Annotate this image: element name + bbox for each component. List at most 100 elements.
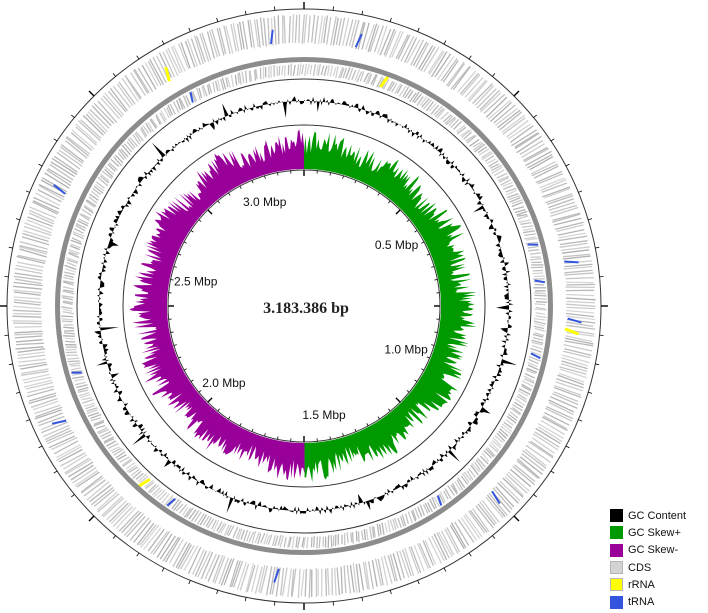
cds-feature [149, 118, 157, 129]
cds-feature [349, 565, 355, 593]
outer-tick [492, 535, 496, 539]
cds-feature [86, 199, 97, 207]
cds-feature [489, 101, 512, 122]
cds-feature [178, 504, 188, 514]
cds-feature [85, 200, 95, 208]
cds-feature [164, 494, 174, 506]
cds-feature [443, 490, 449, 500]
rrna-feature [564, 327, 580, 336]
cds-feature [214, 556, 226, 584]
cds-feature [564, 269, 593, 274]
cds-feature [534, 294, 547, 297]
cds-feature [313, 535, 315, 548]
cds-feature [521, 225, 534, 229]
cds-feature [476, 88, 497, 109]
cds-feature [194, 550, 208, 577]
cds-feature [61, 318, 74, 321]
cds-feature [223, 524, 230, 536]
cds-feature [225, 25, 234, 54]
cds-feature [398, 550, 410, 578]
cds-feature [534, 308, 547, 311]
cds-feature [169, 103, 176, 115]
cds-feature [481, 452, 490, 462]
cds-feature [220, 78, 225, 91]
cds-feature [145, 122, 152, 133]
trna-feature [273, 568, 280, 583]
cds-feature [82, 114, 104, 136]
cds-feature [464, 513, 483, 538]
cds-feature [530, 347, 542, 353]
cds-feature [139, 128, 147, 139]
cds-feature [180, 545, 195, 570]
cds-feature [493, 104, 516, 124]
cds-feature [410, 510, 417, 522]
cds-feature [488, 492, 508, 516]
cds-feature [226, 76, 231, 88]
cds-feature [167, 47, 181, 74]
legend-label: GC Content [628, 509, 687, 522]
cds-feature [188, 509, 197, 520]
outer-tick [8, 246, 13, 249]
inner-tick [426, 253, 430, 256]
cds-feature [23, 376, 52, 384]
cds-feature [306, 63, 310, 75]
cds-feature [413, 93, 423, 104]
inner-tick [173, 344, 177, 346]
cds-feature [534, 322, 545, 327]
cds-feature [436, 532, 450, 559]
cds-feature [490, 164, 503, 172]
cds-feature [401, 549, 412, 577]
cds-feature [14, 335, 43, 339]
cds-feature [144, 479, 154, 488]
cds-feature [64, 264, 77, 271]
trna-feature [567, 317, 582, 324]
cds-feature [564, 348, 592, 357]
cds-feature [22, 229, 51, 240]
cds-feature [412, 41, 428, 67]
cds-feature [317, 15, 324, 45]
outer-tick [53, 470, 58, 474]
cds-feature [376, 523, 380, 537]
cds-feature [468, 510, 486, 534]
cds-feature [517, 215, 529, 220]
cds-feature [474, 143, 486, 153]
cds-feature [223, 558, 235, 586]
cds-feature [232, 560, 244, 588]
cds-feature [13, 296, 41, 300]
cds-feature [562, 253, 591, 258]
cds-feature [166, 107, 172, 118]
cds-feature [381, 522, 385, 535]
cds-feature [463, 471, 472, 482]
cds-feature [83, 402, 95, 408]
cds-feature [28, 392, 57, 402]
cds-feature [363, 529, 367, 541]
cds-feature [357, 531, 360, 543]
cds-feature [531, 341, 543, 346]
cds-feature [534, 332, 545, 337]
cds-feature [63, 289, 74, 293]
cds-feature [345, 67, 351, 79]
cds-feature [477, 146, 488, 154]
cds-feature [552, 212, 581, 222]
cds-feature [514, 132, 539, 148]
cds-feature [487, 99, 512, 120]
cds-feature [329, 65, 334, 77]
cds-feature [72, 231, 85, 238]
cds-feature [491, 166, 503, 174]
cds-feature [104, 166, 115, 175]
cds-feature [518, 388, 531, 395]
cds-feature [544, 412, 570, 426]
position-ticks [0, 2, 608, 610]
cds-feature [113, 448, 124, 456]
cds-feature [444, 488, 452, 500]
cds-feature [530, 252, 542, 255]
cds-feature [160, 109, 168, 121]
cds-feature [155, 113, 163, 125]
cds-feature [17, 348, 46, 353]
cds-feature [97, 426, 108, 434]
trna-feature [189, 92, 194, 103]
cds-feature [107, 163, 116, 172]
cds-feature [546, 406, 574, 420]
cds-feature [530, 350, 542, 357]
cds-feature [548, 201, 576, 211]
